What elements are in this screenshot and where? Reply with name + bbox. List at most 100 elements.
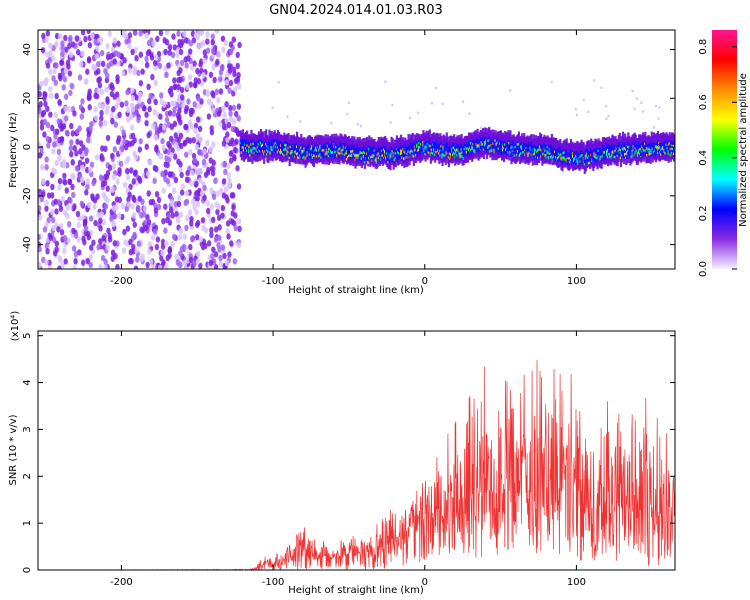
noise-cell [150,122,156,130]
noise-cell [143,219,148,226]
noise-cell [213,251,219,258]
noise-cell [62,76,68,83]
noise-cell [177,38,182,46]
spectrogram-ylabel: Frequency (Hz) [8,112,19,188]
noise-cell [42,226,48,233]
noise-cell [222,161,227,168]
noise-cell [125,168,130,175]
noise-cell [217,224,222,231]
noise-cell [140,68,145,75]
noise-cell [164,262,169,269]
noise-cell [149,54,155,61]
noise-cell [96,87,102,95]
noise-cell [215,58,220,66]
noise-cell [85,178,90,185]
noise-cell [202,148,207,155]
noise-cell [50,216,56,224]
noise-cell [41,256,46,264]
noise-cell [201,243,206,251]
noise-cell [144,61,150,69]
signal-outlier [462,100,465,103]
noise-cell [100,60,106,68]
colorbar-tick-label: 0.6 [698,94,709,110]
noise-cell [84,157,90,164]
noise-cell [58,205,64,212]
noise-cell [94,154,100,161]
noise-cell [98,217,103,224]
noise-cell [183,123,188,131]
noise-cell [157,126,162,134]
noise-cell [105,196,110,204]
noise-cell [98,238,103,245]
noise-cell [51,167,56,174]
noise-cell [61,123,67,130]
noise-cell [187,73,193,81]
noise-cell [152,177,157,185]
noise-cell [60,262,65,269]
noise-cell [211,193,217,201]
noise-cell [208,146,214,153]
noise-cell [169,152,174,159]
noise-cell [91,239,96,246]
noise-cell [206,240,212,247]
noise-cell [140,253,145,260]
noise-cell [79,200,84,207]
noise-cell [40,47,46,54]
noise-cell [196,95,201,102]
noise-cell [46,217,51,224]
noise-cell [116,40,121,47]
noise-cell [46,142,51,149]
noise-cell [44,77,49,84]
colorbar-label: Normalized spectral amplitude [738,73,749,227]
signal-outlier [359,124,362,128]
spectrogram-y-tick-label: -20 [22,188,33,204]
noise-cell [146,83,151,91]
noise-cell [221,123,227,131]
noise-cell [122,57,127,64]
noise-cell [132,196,137,203]
noise-cell [220,204,226,212]
noise-cell [51,148,56,155]
snr-x-tick-label: -100 [262,577,285,588]
noise-cell [188,110,194,118]
noise-cell [112,58,117,65]
noise-cell [89,244,94,251]
noise-cell [80,30,86,36]
noise-cell [161,144,166,152]
noise-cell [182,30,187,38]
noise-cell [71,245,77,252]
noise-cell [45,105,50,113]
noise-cell [103,203,109,210]
noise-cell [161,218,166,225]
noise-cell [225,131,230,138]
noise-cell [227,178,232,185]
noise-cell [61,84,66,91]
noise-cell [169,91,174,98]
noise-cell [62,234,68,242]
noise-cell [103,145,108,153]
noise-cell [145,170,151,178]
noise-cell [70,159,75,166]
signal-outlier [587,110,590,113]
noise-cell [83,149,89,157]
noise-cell [201,159,207,166]
noise-cell [171,33,176,40]
noise-cell [157,264,163,269]
signal-outlier [271,106,274,110]
signal-outlier [277,81,280,84]
noise-cell [177,234,183,241]
noise-cell [77,159,83,167]
noise-cell [141,211,147,218]
noise-cell [38,261,42,269]
noise-cell [147,98,152,105]
noise-cell [120,145,125,153]
noise-cell [231,118,237,125]
noise-cell [71,227,76,235]
noise-cell [164,240,169,247]
noise-cell [230,218,235,225]
signal-outlier [480,126,483,129]
noise-cell [98,36,104,43]
noise-cell [163,203,168,210]
signal-outlier [636,97,639,100]
noise-cell [44,259,49,266]
